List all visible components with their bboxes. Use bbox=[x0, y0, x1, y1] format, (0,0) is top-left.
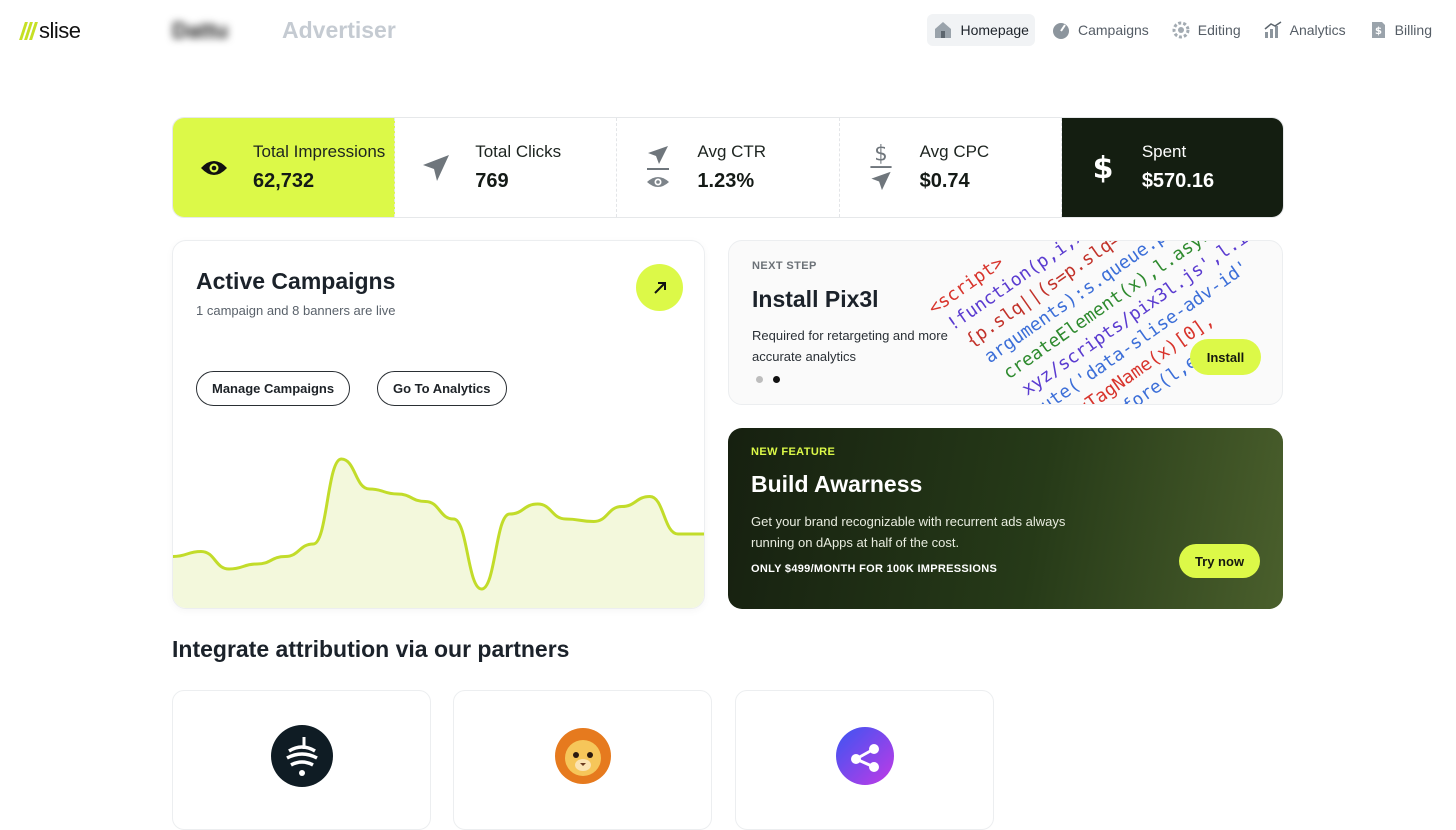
stat-total-clicks: Total Clicks 769 bbox=[395, 118, 618, 217]
stat-value: 62,732 bbox=[253, 170, 315, 192]
nav-billing[interactable]: $ Billing bbox=[1362, 14, 1438, 46]
partner-lion-logo-icon bbox=[554, 728, 611, 784]
click-per-view-icon bbox=[637, 143, 679, 193]
chart-icon bbox=[1264, 21, 1282, 38]
nav-homepage[interactable]: Homepage bbox=[927, 14, 1035, 46]
install-pixel-description: Required for retargeting and more accura… bbox=[752, 328, 948, 364]
nav-homepage-label: Homepage bbox=[960, 22, 1029, 38]
nav-campaigns[interactable]: Campaigns bbox=[1045, 14, 1155, 46]
nav-billing-label: Billing bbox=[1394, 22, 1432, 38]
main-nav: Homepage Campaigns Editing Analytics $ B… bbox=[927, 14, 1438, 46]
stat-value: $570.16 bbox=[1141, 170, 1215, 192]
cursor-arrow-icon bbox=[415, 143, 457, 193]
arrow-up-right-icon bbox=[653, 281, 666, 294]
cost-per-click-icon: $ bbox=[860, 143, 902, 193]
gauge-icon bbox=[1052, 23, 1069, 39]
partners-section-title: Integrate attribution via our partners bbox=[172, 636, 570, 662]
logo-bars-icon bbox=[19, 22, 38, 40]
code-snippet-illustration: <script> !function(p,i,x,e,l,s){{p.slq||(… bbox=[924, 241, 1282, 404]
stat-value: 1.23% bbox=[697, 170, 755, 192]
top-bar: slise Dattu Advertiser Homepage Campaign… bbox=[0, 0, 1456, 62]
carousel-dot[interactable] bbox=[756, 376, 763, 383]
card-eyebrow: NEW FEATURE bbox=[751, 446, 836, 458]
home-icon bbox=[935, 22, 952, 38]
try-now-button[interactable]: Try now bbox=[1179, 544, 1260, 578]
carousel-dots bbox=[756, 376, 780, 383]
nav-analytics[interactable]: Analytics bbox=[1257, 14, 1352, 46]
gear-icon bbox=[1172, 21, 1190, 39]
partner-card[interactable] bbox=[453, 690, 712, 830]
partner-swirl-logo-icon bbox=[270, 725, 333, 787]
impressions-sparkline bbox=[173, 457, 704, 608]
stat-value: $0.74 bbox=[919, 170, 970, 192]
svg-text:$: $ bbox=[1092, 151, 1113, 185]
manage-campaigns-button[interactable]: Manage Campaigns bbox=[196, 371, 351, 406]
eye-icon bbox=[193, 143, 235, 193]
open-campaigns-button[interactable] bbox=[636, 264, 683, 311]
svg-text:$: $ bbox=[1375, 26, 1382, 37]
stat-label: Avg CPC bbox=[919, 142, 990, 161]
build-awareness-title: Build Awarness bbox=[751, 471, 923, 497]
company-name: Dattu bbox=[172, 18, 229, 43]
stat-label: Avg CTR bbox=[697, 142, 767, 161]
dollar-icon: $ bbox=[1082, 143, 1124, 193]
carousel-dot-active[interactable] bbox=[773, 376, 780, 383]
nav-analytics-label: Analytics bbox=[1289, 22, 1346, 38]
sparkline-area bbox=[173, 459, 704, 608]
partner-card[interactable] bbox=[172, 690, 431, 830]
build-awareness-card: NEW FEATURE Build Awarness Get your bran… bbox=[728, 428, 1283, 609]
svg-text:$: $ bbox=[874, 143, 887, 165]
active-campaigns-title: Active Campaigns bbox=[196, 268, 396, 294]
stat-label: Total Clicks bbox=[475, 142, 562, 161]
install-button[interactable]: Install bbox=[1190, 339, 1261, 375]
stat-label: Total Impressions bbox=[253, 142, 386, 161]
stat-label: Spent bbox=[1141, 142, 1187, 161]
invoice-icon: $ bbox=[1371, 22, 1385, 38]
nav-editing-label: Editing bbox=[1197, 22, 1241, 38]
build-awareness-description: Get your brand recognizable with recurre… bbox=[751, 514, 1066, 550]
partner-card[interactable] bbox=[735, 690, 994, 830]
go-to-analytics-button[interactable]: Go To Analytics bbox=[377, 371, 507, 406]
install-pixel-title: Install Pix3l bbox=[752, 286, 879, 312]
account-role: Advertiser bbox=[282, 17, 396, 43]
stat-avg-cpc: $ Avg CPC $0.74 bbox=[840, 118, 1062, 217]
partner-nodes-logo-icon bbox=[835, 727, 894, 785]
build-awareness-promo: ONLY $499/MONTH FOR 100K IMPRESSIONS bbox=[751, 563, 998, 575]
install-pixel-card: NEXT STEP Install Pix3l Required for ret… bbox=[728, 240, 1283, 405]
nav-editing[interactable]: Editing bbox=[1165, 14, 1247, 46]
logo-text: slise bbox=[39, 18, 81, 43]
nav-campaigns-label: Campaigns bbox=[1077, 22, 1149, 38]
stats-strip: Total Impressions 62,732 Total Clicks 76… bbox=[172, 117, 1284, 218]
active-campaigns-card: Active Campaigns 1 campaign and 8 banner… bbox=[172, 240, 705, 609]
stat-spent: $ Spent $570.16 bbox=[1061, 118, 1283, 217]
active-campaigns-subtitle: 1 campaign and 8 banners are live bbox=[196, 303, 396, 318]
stat-total-impressions: Total Impressions 62,732 bbox=[173, 118, 396, 217]
slise-logo[interactable]: slise bbox=[19, 18, 81, 44]
sparkline-line bbox=[173, 457, 704, 591]
card-eyebrow: NEXT STEP bbox=[752, 260, 817, 272]
stat-avg-ctr: Avg CTR 1.23% bbox=[617, 118, 840, 217]
stat-value: 769 bbox=[475, 170, 509, 192]
